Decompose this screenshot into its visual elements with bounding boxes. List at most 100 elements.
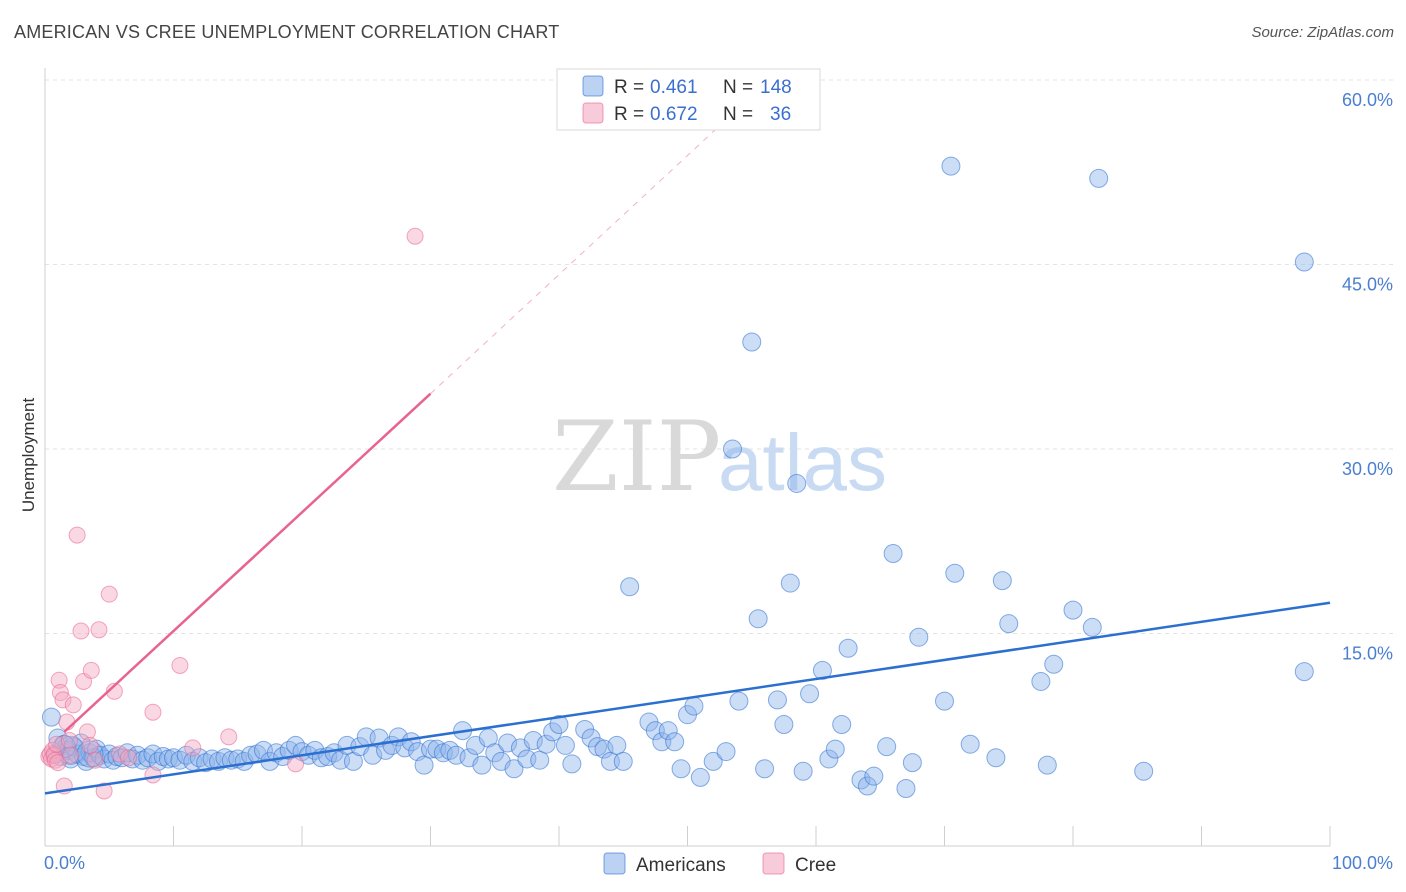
point-americans-91 xyxy=(555,735,575,755)
point-cree-28 xyxy=(144,703,162,721)
watermark-zip: ZIP xyxy=(552,401,721,513)
point-americans-117 xyxy=(767,690,787,710)
point-americans-137 xyxy=(941,156,961,176)
point-americans-132 xyxy=(883,544,903,564)
point-cree-20 xyxy=(82,661,100,679)
point-americans-73 xyxy=(440,740,460,760)
point-cree-10 xyxy=(54,691,72,709)
point-americans-138 xyxy=(945,563,965,583)
point-americans-90 xyxy=(549,715,569,735)
point-americans-92 xyxy=(562,754,582,774)
trendlines xyxy=(44,95,1331,795)
point-americans-123 xyxy=(812,660,832,680)
bottom-legend-label-cree: Cree xyxy=(795,855,836,876)
point-americans-144 xyxy=(1037,755,1057,775)
y-tick-label-0: 15.0% xyxy=(1342,644,1393,664)
point-cree-24 xyxy=(100,585,118,603)
point-americans-113 xyxy=(729,691,749,711)
point-americans-133 xyxy=(896,778,916,798)
point-americans-63 xyxy=(376,740,396,760)
point-cree-31 xyxy=(184,739,202,757)
point-americans-142 xyxy=(999,614,1019,634)
chart-source: Source: ZipAtlas.com xyxy=(1251,24,1394,41)
point-americans-126 xyxy=(832,715,852,735)
x-tick-label-0: 0.0% xyxy=(44,853,85,873)
point-americans-143 xyxy=(1031,671,1051,691)
point-cree-35 xyxy=(81,736,99,754)
series-americans xyxy=(41,156,1314,798)
point-americans-150 xyxy=(1294,252,1314,272)
point-americans-130 xyxy=(864,766,884,786)
bottom-legend-swatch-americans xyxy=(603,852,626,875)
point-americans-112 xyxy=(722,439,742,459)
point-cree-19 xyxy=(78,723,96,741)
point-americans-140 xyxy=(986,748,1006,768)
point-americans-86 xyxy=(523,731,543,751)
legend-n-label-americans: N = xyxy=(723,77,753,98)
point-cree-34 xyxy=(406,227,424,245)
point-americans-99 xyxy=(613,751,633,771)
point-cree-6 xyxy=(48,735,66,753)
legend-swatch-cree xyxy=(582,102,604,124)
point-americans-25 xyxy=(138,748,158,768)
point-americans-42 xyxy=(241,745,261,765)
point-americans-149 xyxy=(1134,761,1154,781)
point-americans-89 xyxy=(543,722,563,742)
point-americans-129 xyxy=(857,776,877,796)
point-americans-136 xyxy=(935,691,954,711)
point-americans-124 xyxy=(819,749,839,769)
chart-title: AMERICAN VS CREE UNEMPLOYMENT CORRELATIO… xyxy=(14,22,560,42)
legend-swatch-americans xyxy=(582,75,604,97)
legend-r-value-americans: 0.461 xyxy=(650,77,698,98)
axes xyxy=(44,68,1331,847)
point-cree-21 xyxy=(86,751,104,769)
trendline-cree-extension xyxy=(430,95,753,395)
legend-box: R = 0.461 N = 148 R = 0.672 N = 36 xyxy=(556,68,821,131)
point-americans-78 xyxy=(472,755,492,775)
point-cree-22 xyxy=(90,621,108,639)
point-cree-32 xyxy=(220,728,238,746)
legend-n-label-cree: N = xyxy=(723,104,753,125)
point-americans-127 xyxy=(838,638,858,658)
point-cree-12 xyxy=(58,713,76,731)
trendline-cree xyxy=(63,392,432,733)
point-cree-23 xyxy=(95,782,113,800)
point-americans-108 xyxy=(684,696,704,716)
point-americans-87 xyxy=(530,750,550,770)
point-cree-30 xyxy=(171,656,189,674)
point-cree-8 xyxy=(50,671,68,689)
point-americans-0 xyxy=(41,707,61,727)
point-americans-116 xyxy=(755,759,775,779)
point-americans-125 xyxy=(825,739,845,759)
legend-r-label-americans: R = xyxy=(614,77,644,98)
point-americans-119 xyxy=(780,573,800,593)
point-cree-13 xyxy=(60,732,78,750)
x-tick-label-1: 100.0% xyxy=(1332,853,1393,873)
point-cree-17 xyxy=(72,622,90,640)
point-cree-29 xyxy=(144,766,162,784)
point-americans-105 xyxy=(665,732,685,752)
point-cree-7 xyxy=(49,754,67,772)
x-tick-labels: 0.0% 100.0% xyxy=(44,853,1393,873)
watermark-atlas: atlas xyxy=(718,418,887,507)
point-americans-139 xyxy=(960,734,980,754)
point-americans-61 xyxy=(363,745,383,765)
point-americans-100 xyxy=(620,577,640,597)
y-tick-label-2: 45.0% xyxy=(1342,275,1393,295)
point-americans-83 xyxy=(504,759,524,779)
point-americans-145 xyxy=(1044,654,1064,674)
point-cree-14 xyxy=(62,746,80,764)
trendline-americans xyxy=(44,601,1331,795)
point-cree-15 xyxy=(64,696,82,714)
bottom-legend-label-americans: Americans xyxy=(636,855,726,876)
point-cree-26 xyxy=(111,745,129,763)
legend-n-value-cree: 36 xyxy=(770,104,791,125)
point-americans-141 xyxy=(992,571,1012,591)
point-americans-114 xyxy=(742,332,762,352)
point-americans-69 xyxy=(414,755,434,775)
series-cree xyxy=(40,227,424,800)
point-americans-96 xyxy=(594,739,614,759)
point-americans-110 xyxy=(703,751,723,771)
point-americans-115 xyxy=(748,609,768,629)
